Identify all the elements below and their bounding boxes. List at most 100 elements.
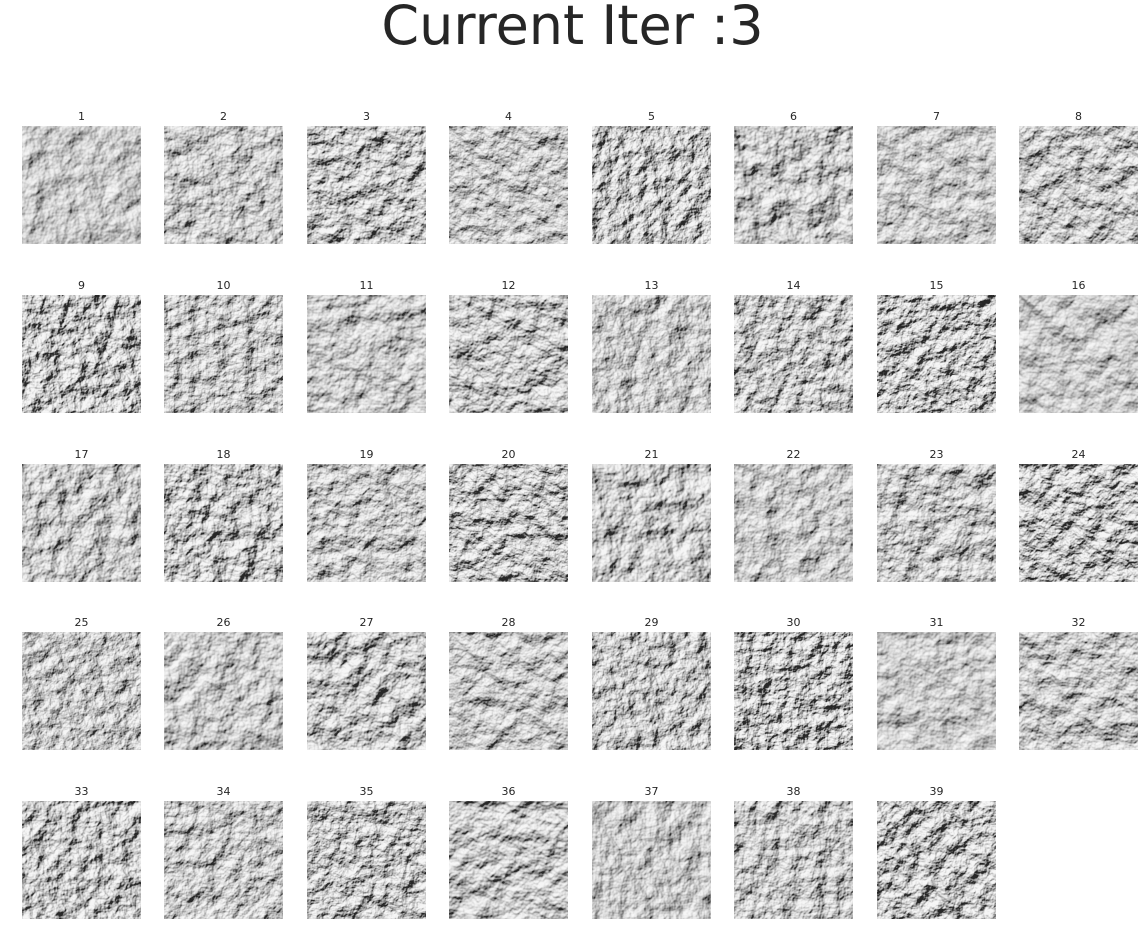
subplot-21: 21: [592, 448, 711, 582]
subplot-title: 18: [216, 448, 231, 461]
feature-map-image: [307, 295, 426, 413]
subplot-11: 11: [307, 279, 426, 413]
subplot-33: 33: [22, 785, 141, 919]
feature-map-image: [1019, 632, 1138, 750]
feature-map-image: [877, 632, 996, 750]
subplot-title: 33: [74, 785, 89, 798]
feature-map-image: [592, 464, 711, 582]
feature-map-image: [164, 464, 283, 582]
subplot-16: 16: [1019, 279, 1138, 413]
feature-map-image: [734, 126, 853, 244]
subplot-title: 3: [363, 110, 370, 123]
subplot-title: 30: [786, 616, 801, 629]
feature-map-image: [734, 632, 853, 750]
subplot-32: 32: [1019, 616, 1138, 750]
subplot-35: 35: [307, 785, 426, 919]
feature-map-image: [734, 801, 853, 919]
subplot-1: 1: [22, 110, 141, 244]
subplot-title: 28: [501, 616, 516, 629]
subplot-20: 20: [449, 448, 568, 582]
feature-map-image: [877, 126, 996, 244]
subplot-36: 36: [449, 786, 568, 919]
feature-map-image: [307, 801, 426, 919]
figure-title: Current Iter :3: [381, 0, 764, 57]
subplot-title: 32: [1071, 616, 1086, 629]
subplot-37: 37: [592, 786, 711, 919]
subplot-38: 38: [734, 785, 853, 919]
feature-map-image: [1019, 295, 1138, 413]
subplot-title: 38: [786, 785, 801, 798]
subplot-23: 23: [877, 448, 996, 582]
feature-map-image: [449, 464, 568, 582]
feature-map-image: [592, 632, 711, 750]
subplot-28: 28: [449, 616, 568, 750]
feature-map-image: [164, 126, 283, 244]
feature-map-image: [307, 126, 426, 244]
feature-map-image: [22, 295, 141, 413]
subplot-title: 35: [359, 785, 374, 798]
subplot-title: 19: [359, 448, 374, 461]
subplot-39: 39: [877, 785, 996, 919]
subplot-31: 31: [877, 617, 996, 750]
feature-map-image: [877, 801, 996, 919]
subplot-24: 24: [1019, 448, 1138, 582]
subplot-title: 27: [359, 616, 374, 629]
subplot-title: 14: [786, 279, 801, 292]
subplot-3: 3: [307, 110, 426, 244]
subplot-title: 20: [501, 448, 516, 461]
subplot-title: 6: [790, 110, 797, 123]
subplot-title: 39: [929, 785, 944, 798]
feature-map-image: [592, 126, 711, 244]
subplot-title: 16: [1071, 279, 1086, 292]
subplot-title: 10: [216, 279, 231, 292]
feature-map-image: [164, 801, 283, 919]
subplot-title: 13: [644, 279, 659, 292]
subplot-10: 10: [164, 279, 283, 413]
subplot-30: 30: [734, 616, 853, 750]
feature-map-image: [449, 632, 568, 750]
subplot-title: 8: [1075, 110, 1082, 123]
subplot-title: 21: [644, 448, 659, 461]
subplot-15: 15: [877, 279, 996, 413]
subplot-29: 29: [592, 616, 711, 750]
feature-map-image: [734, 295, 853, 413]
subplot-title: 9: [78, 279, 85, 292]
subplot-2: 2: [164, 110, 283, 244]
subplot-7: 7: [877, 111, 996, 244]
subplot-6: 6: [734, 110, 853, 244]
feature-map-image: [449, 126, 568, 244]
subplot-22: 22: [734, 449, 853, 582]
subplot-title: 29: [644, 616, 659, 629]
feature-map-image: [877, 464, 996, 582]
subplot-5: 5: [592, 111, 711, 244]
feature-map-image: [449, 295, 568, 413]
feature-map-image: [449, 801, 568, 919]
feature-map-image: [307, 464, 426, 582]
feature-map-image: [592, 801, 711, 919]
subplot-title: 23: [929, 448, 944, 461]
subplot-title: 11: [359, 279, 374, 292]
feature-map-image: [1019, 464, 1138, 582]
subplot-title: 2: [220, 110, 227, 123]
subplot-title: 17: [74, 448, 89, 461]
subplot-26: 26: [164, 617, 283, 750]
feature-map-image: [22, 632, 141, 750]
feature-map-image: [307, 632, 426, 750]
subplot-title: 25: [74, 616, 89, 629]
subplot-title: 1: [78, 110, 85, 123]
subplot-34: 34: [164, 786, 283, 919]
feature-map-image: [592, 295, 711, 413]
feature-map-image: [164, 632, 283, 750]
subplot-title: 12: [501, 279, 516, 292]
subplot-4: 4: [449, 110, 568, 244]
subplot-8: 8: [1019, 110, 1138, 244]
subplot-18: 18: [164, 448, 283, 582]
subplot-title: 4: [505, 110, 512, 123]
subplot-title: 15: [929, 279, 944, 292]
subplot-12: 12: [449, 279, 568, 413]
subplot-title: 24: [1071, 448, 1086, 461]
subplot-17: 17: [22, 448, 141, 582]
subplot-14: 14: [734, 279, 853, 413]
feature-map-image: [1019, 126, 1138, 244]
